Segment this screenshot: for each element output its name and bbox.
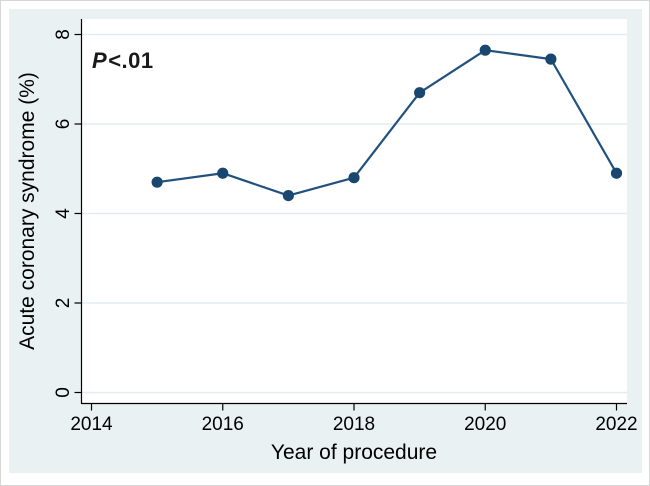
data-point-marker: [348, 172, 360, 184]
data-point-marker: [282, 190, 294, 202]
y-tick-label: 0: [53, 387, 74, 398]
y-tick-label: 4: [53, 208, 74, 219]
y-tick-label: 8: [53, 29, 74, 40]
data-point-marker: [151, 176, 163, 188]
y-axis-title: Acute coronary syndrome (%): [16, 72, 39, 350]
x-tick-label: 2016: [202, 414, 244, 435]
x-tick-label: 2020: [464, 414, 506, 435]
series-line: [156, 49, 618, 197]
x-tick-label: 2018: [333, 414, 375, 435]
x-tick-label: 2014: [70, 414, 113, 435]
x-tick-label: 2022: [595, 414, 637, 435]
y-tick-label: 6: [53, 119, 74, 130]
plot-area: [81, 19, 627, 403]
y-tick-label: 2: [53, 298, 74, 309]
p-value-symbol: P: [92, 48, 108, 73]
data-point-marker: [217, 167, 229, 179]
data-point-marker: [479, 44, 491, 56]
p-value-annotation: P<.01: [92, 48, 154, 74]
data-point-marker: [610, 167, 623, 179]
data-point-marker: [545, 53, 557, 65]
p-value-text: <.01: [108, 48, 154, 73]
data-point-marker: [414, 87, 426, 99]
x-axis-title: Year of procedure: [270, 441, 438, 464]
